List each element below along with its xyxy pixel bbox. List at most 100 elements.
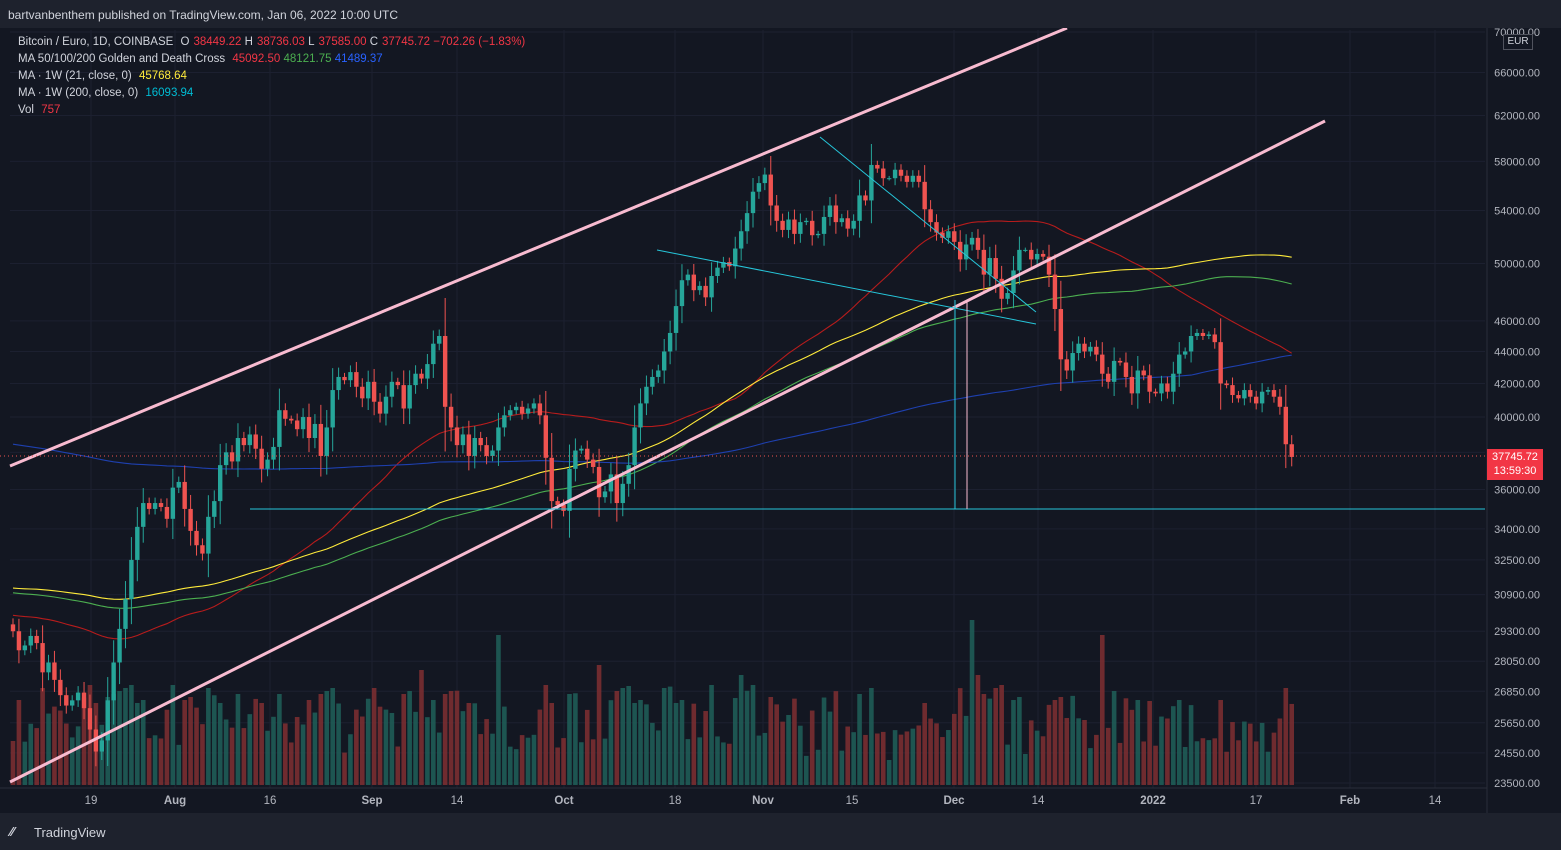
candle-body — [744, 213, 750, 232]
volume-bar — [786, 714, 791, 785]
volume-bar — [436, 732, 442, 785]
volume-bar — [1082, 720, 1087, 785]
volume-bar — [28, 723, 34, 785]
candle-body — [537, 403, 543, 416]
candle-body — [886, 178, 892, 180]
candle-body — [999, 278, 1004, 299]
candle-body — [798, 222, 803, 234]
channel-upper-line — [9, 28, 1068, 468]
volume-bar — [146, 738, 152, 785]
ma200-value: 41489.37 — [334, 53, 383, 65]
ma200w-label[interactable]: MA · 1W (200, close, 0) — [18, 87, 139, 99]
volume-bar — [969, 620, 975, 785]
volume-bar — [1070, 695, 1075, 785]
volume-bar — [454, 690, 460, 785]
currency-badge[interactable]: EUR — [1503, 34, 1533, 50]
candle-body — [792, 219, 797, 234]
volume-bar — [129, 685, 134, 785]
candle-body — [81, 692, 87, 709]
ma-cross-label[interactable]: MA 50/100/200 Golden and Death Cross — [18, 53, 226, 65]
ma21w-label[interactable]: MA · 1W (21, close, 0) — [18, 70, 132, 82]
volume-bar — [371, 688, 377, 785]
volume-bar — [229, 727, 235, 785]
volume-bar — [206, 688, 211, 785]
candle-body — [845, 218, 850, 229]
volume-bar — [484, 719, 489, 785]
price-axis-label: 34000.00 — [1494, 524, 1540, 536]
volume-bar — [774, 704, 779, 785]
time-axis-label: Feb — [1340, 795, 1360, 807]
candle-body — [389, 381, 395, 397]
symbol-name[interactable]: Bitcoin / Euro, 1D, COINBASE — [18, 36, 174, 48]
candle-body — [650, 376, 655, 387]
candle-body — [863, 195, 868, 201]
volume-bar — [1253, 741, 1259, 785]
candle-body — [348, 372, 353, 381]
volume-bar — [638, 700, 643, 785]
vol-value: 757 — [41, 104, 61, 116]
vol-label[interactable]: Vol — [18, 104, 34, 116]
candle-body — [1070, 353, 1075, 371]
candle-body — [188, 508, 193, 531]
volume-bar — [1165, 718, 1170, 785]
volume-bar — [922, 703, 927, 785]
legend-ma21w-row: MA · 1W (21, close, 0) 45768.64 — [18, 68, 525, 85]
candle-body — [496, 427, 501, 451]
price-axis-label: 32500.00 — [1494, 555, 1540, 567]
candle-body — [833, 205, 839, 223]
candle-body — [1005, 293, 1010, 299]
candle-body — [40, 643, 45, 673]
candle-body — [342, 376, 347, 381]
volume-bar — [993, 688, 999, 785]
volume-bar — [75, 726, 81, 785]
candle-body — [875, 164, 880, 169]
volume-bar — [507, 746, 513, 785]
tradingview-logo-icon[interactable]: ⁄⁄ — [10, 824, 15, 839]
volume-bar — [413, 711, 418, 785]
volume-bar — [10, 741, 16, 785]
volume-bar — [519, 735, 525, 785]
candle-body — [223, 452, 229, 466]
volume-bar — [1182, 747, 1188, 785]
candle-body — [306, 417, 312, 438]
candle-body — [419, 373, 424, 379]
candle-body — [425, 364, 430, 379]
volume-bar — [934, 723, 939, 785]
candle-body — [1159, 383, 1164, 394]
time-axis-label: 15 — [846, 795, 859, 807]
candle-body — [881, 168, 886, 179]
volume-bar — [34, 728, 39, 785]
volume-bar — [869, 688, 874, 785]
candle-body — [952, 231, 957, 242]
volume-bar — [886, 760, 892, 785]
candle-body — [821, 216, 827, 234]
candle-body — [75, 692, 81, 701]
volume-bar — [16, 700, 22, 785]
price-chart[interactable]: 70000.00 66000.00 62000.00 58000.00 54000.00… — [0, 28, 1561, 813]
volume-bar — [1052, 700, 1058, 785]
time-axis-label: 14 — [1032, 795, 1045, 807]
candle-body — [638, 403, 643, 428]
legend-ma200w-row: MA · 1W (200, close, 0) 16093.94 — [18, 85, 525, 102]
candle-body — [656, 370, 661, 377]
candle-body — [1177, 354, 1182, 374]
volume-bar — [549, 703, 555, 785]
candle-body — [212, 501, 217, 517]
candle-body — [525, 408, 531, 414]
candle-body — [466, 434, 472, 456]
candle-body — [614, 474, 620, 504]
volume-bar — [531, 734, 537, 785]
volume-bar — [1289, 703, 1295, 785]
candle-body — [194, 530, 199, 546]
candle-body — [810, 220, 815, 236]
price-axis-label: 26850.00 — [1494, 686, 1540, 698]
volume-bar — [975, 675, 981, 785]
volume-bar — [111, 694, 116, 785]
candle-body — [271, 446, 276, 460]
volume-bar — [1129, 709, 1135, 785]
candle-body — [1271, 390, 1277, 397]
volume-bar — [584, 709, 590, 785]
volume-bar — [863, 734, 868, 785]
tradingview-brand[interactable]: TradingView — [34, 825, 106, 840]
candle-body — [1100, 354, 1105, 374]
